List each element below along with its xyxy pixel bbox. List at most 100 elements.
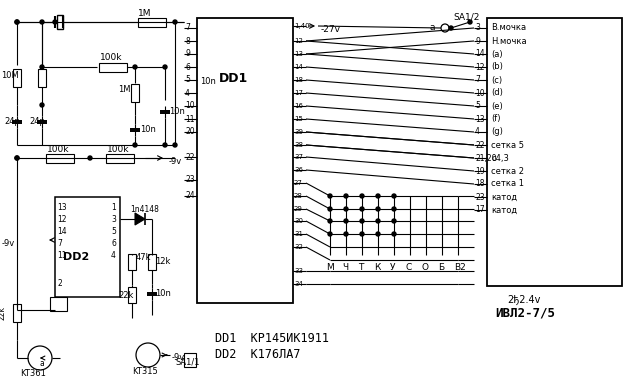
Circle shape [468, 20, 472, 24]
Text: С: С [406, 263, 412, 272]
Text: 6: 6 [185, 63, 190, 72]
Circle shape [40, 20, 44, 24]
Text: 36: 36 [294, 167, 303, 173]
Bar [138, 17, 166, 27]
Bar [46, 153, 74, 163]
Text: (b): (b) [491, 63, 503, 72]
Bar [197, 18, 293, 303]
Text: 10n: 10n [140, 125, 156, 135]
Text: 100k: 100k [100, 53, 123, 61]
Text: 33: 33 [294, 268, 303, 274]
Text: 19: 19 [475, 166, 484, 175]
Text: 38: 38 [294, 142, 303, 148]
Circle shape [40, 65, 44, 69]
Text: 7: 7 [185, 23, 190, 33]
Circle shape [392, 207, 396, 211]
Bar [57, 15, 63, 29]
Text: 23: 23 [185, 175, 194, 185]
Text: 24: 24 [185, 191, 194, 200]
Text: 12: 12 [57, 215, 67, 224]
Text: 8: 8 [185, 36, 190, 45]
Circle shape [344, 232, 348, 236]
Circle shape [376, 207, 380, 211]
Text: Б: Б [438, 263, 444, 272]
Text: 12k: 12k [155, 257, 170, 266]
Text: ИВЛ2-7/5: ИВЛ2-7/5 [495, 307, 555, 319]
Text: 27: 27 [294, 180, 303, 186]
Text: 39: 39 [294, 129, 303, 135]
Bar [184, 353, 196, 367]
Text: 10n: 10n [155, 288, 171, 298]
Circle shape [344, 194, 348, 198]
Text: (f): (f) [491, 114, 501, 124]
Text: (c): (c) [491, 75, 502, 85]
Text: a: a [40, 359, 45, 368]
Bar [487, 18, 622, 286]
Bar [131, 84, 139, 102]
Text: 23: 23 [475, 193, 484, 202]
Circle shape [88, 156, 92, 160]
Text: 34: 34 [294, 281, 303, 287]
Text: О: О [422, 263, 429, 272]
Text: 12: 12 [475, 63, 484, 72]
Text: KT361: KT361 [20, 370, 46, 379]
Text: 21,20: 21,20 [475, 153, 496, 163]
Text: 14: 14 [294, 64, 303, 70]
Circle shape [133, 65, 137, 69]
Text: 1M: 1M [138, 9, 152, 19]
Circle shape [163, 143, 167, 147]
Text: 1,40: 1,40 [294, 23, 309, 29]
Text: К: К [374, 263, 381, 272]
Circle shape [360, 219, 364, 223]
Circle shape [360, 207, 364, 211]
Text: DD2: DD2 [63, 252, 89, 262]
Bar [50, 297, 67, 311]
Text: 4: 4 [185, 89, 190, 97]
Text: М: М [326, 263, 334, 272]
Circle shape [163, 65, 167, 69]
Text: Ч: Ч [342, 263, 348, 272]
Text: 10n: 10n [200, 77, 216, 86]
Circle shape [328, 194, 332, 198]
Circle shape [376, 232, 380, 236]
Text: 22: 22 [185, 152, 194, 161]
Text: 2ђ2.4v: 2ђ2.4v [507, 295, 540, 305]
Text: В2: В2 [454, 263, 465, 272]
Text: 32: 32 [294, 244, 303, 250]
Text: катод: катод [491, 205, 517, 215]
Text: 14: 14 [57, 227, 67, 235]
Text: сетка 1: сетка 1 [491, 180, 524, 188]
Circle shape [344, 219, 348, 223]
Text: 13: 13 [294, 51, 303, 57]
Text: c4,3: c4,3 [491, 153, 509, 163]
Text: 31: 31 [294, 231, 303, 237]
Text: (d): (d) [491, 89, 503, 97]
Text: -27v: -27v [321, 25, 341, 33]
Text: 3: 3 [475, 23, 480, 33]
Text: -9v: -9v [169, 157, 182, 166]
Circle shape [173, 143, 177, 147]
Text: (g): (g) [491, 127, 503, 136]
Circle shape [360, 232, 364, 236]
Bar [128, 254, 136, 270]
Text: 11: 11 [57, 251, 67, 260]
Text: 24p: 24p [4, 117, 20, 127]
Bar [99, 63, 127, 72]
Circle shape [133, 143, 137, 147]
Text: 17: 17 [294, 90, 303, 96]
Circle shape [360, 194, 364, 198]
Text: 18: 18 [294, 77, 303, 83]
Text: (e): (e) [491, 102, 503, 111]
Circle shape [328, 207, 332, 211]
Text: 37: 37 [294, 154, 303, 160]
Text: 17: 17 [475, 205, 484, 215]
Circle shape [392, 219, 396, 223]
Text: 100k: 100k [107, 144, 130, 153]
Text: 10: 10 [185, 102, 194, 111]
Circle shape [449, 26, 453, 30]
Bar [106, 153, 134, 163]
Bar [13, 304, 21, 322]
Circle shape [53, 20, 57, 24]
Bar [128, 287, 136, 303]
Text: 24p: 24p [29, 117, 45, 127]
